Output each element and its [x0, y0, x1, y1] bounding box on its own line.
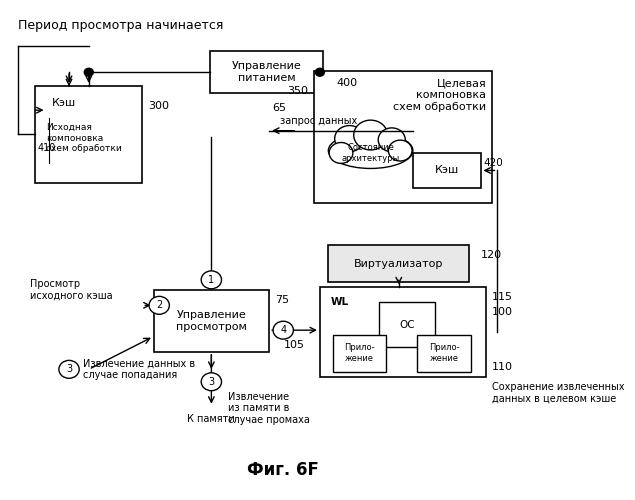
Circle shape: [201, 271, 222, 289]
Text: Прило-
жение: Прило- жение: [344, 344, 375, 363]
FancyBboxPatch shape: [379, 302, 436, 347]
Text: Период просмотра начинается: Период просмотра начинается: [18, 19, 224, 32]
Text: Кэш: Кэш: [434, 166, 459, 175]
Text: 120: 120: [481, 250, 502, 260]
Text: Управление
просмотром: Управление просмотром: [176, 310, 247, 332]
Circle shape: [329, 142, 353, 164]
Circle shape: [273, 321, 293, 339]
FancyBboxPatch shape: [333, 334, 386, 372]
FancyBboxPatch shape: [328, 245, 469, 282]
Text: 300: 300: [148, 101, 169, 111]
Text: 3: 3: [66, 364, 72, 374]
Text: Управление
питанием: Управление питанием: [231, 62, 301, 83]
Text: Состояние
архитектуры: Состояние архитектуры: [342, 144, 400, 163]
Text: К памяти: К памяти: [187, 414, 235, 424]
Text: ОС: ОС: [399, 320, 415, 330]
Text: 115: 115: [491, 292, 513, 302]
Circle shape: [378, 128, 405, 152]
Text: 4: 4: [280, 325, 286, 335]
Text: Извлечение данных в
случае попадания: Извлечение данных в случае попадания: [83, 358, 195, 380]
Circle shape: [335, 126, 364, 152]
Text: Фиг. 6F: Фиг. 6F: [247, 460, 319, 478]
Circle shape: [316, 68, 324, 76]
Text: Исходная
компоновка
схем обработки: Исходная компоновка схем обработки: [46, 123, 122, 153]
Circle shape: [389, 140, 412, 161]
FancyBboxPatch shape: [210, 51, 323, 94]
Circle shape: [149, 296, 170, 314]
Text: 420: 420: [483, 158, 503, 168]
Text: 410: 410: [38, 143, 57, 153]
Ellipse shape: [328, 132, 413, 168]
FancyBboxPatch shape: [314, 71, 491, 203]
Circle shape: [201, 373, 222, 390]
Circle shape: [59, 360, 79, 378]
Text: Целевая
компоновка
схем обработки: Целевая компоновка схем обработки: [393, 78, 486, 112]
FancyBboxPatch shape: [417, 334, 471, 372]
Circle shape: [354, 120, 387, 150]
Text: Извлечение
из памяти в
случае промаха: Извлечение из памяти в случае промаха: [228, 392, 310, 425]
Text: Прило-
жение: Прило- жение: [429, 344, 460, 363]
Text: 75: 75: [275, 294, 289, 304]
Text: Виртуализатор: Виртуализатор: [354, 258, 443, 268]
Circle shape: [84, 68, 93, 76]
Text: 105: 105: [284, 340, 305, 350]
Text: 1: 1: [208, 275, 215, 285]
Text: 3: 3: [208, 377, 215, 387]
Text: 2: 2: [156, 300, 163, 310]
Text: Сохранение извлеченных
данных в целевом кэше: Сохранение извлеченных данных в целевом …: [491, 382, 624, 404]
FancyBboxPatch shape: [154, 290, 269, 352]
Text: 110: 110: [491, 362, 513, 372]
Text: 65: 65: [272, 104, 286, 114]
Text: запрос данных: запрос данных: [281, 116, 358, 126]
FancyBboxPatch shape: [35, 86, 142, 183]
Text: 100: 100: [491, 307, 513, 317]
Text: WL: WL: [331, 297, 349, 307]
FancyBboxPatch shape: [413, 153, 481, 188]
Text: Просмотр
исходного кэша: Просмотр исходного кэша: [30, 278, 112, 300]
Text: 350: 350: [288, 86, 309, 96]
Text: 400: 400: [337, 78, 358, 88]
FancyBboxPatch shape: [320, 288, 486, 377]
Text: Кэш: Кэш: [52, 98, 76, 108]
